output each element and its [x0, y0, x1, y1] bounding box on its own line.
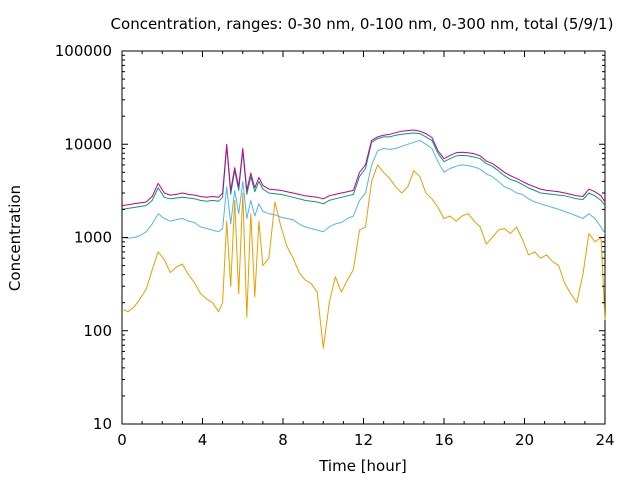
- y-tick-label: 1000: [74, 229, 112, 247]
- y-tick-label: 10: [93, 415, 112, 433]
- tick-layer: 0 4 8 12 16 20 24 10 100 1000 10000 100000: [55, 42, 615, 449]
- x-tick-label: 0: [117, 431, 127, 449]
- x-tick-label: 12: [354, 431, 373, 449]
- series-line-1: [121, 164, 606, 349]
- series-line-2: [121, 139, 606, 239]
- x-tick-label: 8: [278, 431, 288, 449]
- y-tick-label: 100: [83, 322, 112, 340]
- x-tick-label: 24: [595, 431, 614, 449]
- series-layer: [121, 129, 606, 349]
- y-axis-label: Concentration: [6, 185, 24, 291]
- x-tick-label: 4: [198, 431, 208, 449]
- plot-area: [121, 50, 606, 425]
- y-tick-label: 100000: [55, 42, 112, 60]
- x-axis-label: Time [hour]: [318, 457, 407, 475]
- x-tick-label: 16: [434, 431, 453, 449]
- series-line-3: [121, 132, 606, 210]
- chart-title: Concentration, ranges: 0-30 nm, 0-100 nm…: [111, 15, 614, 33]
- x-tick-label: 20: [515, 431, 534, 449]
- y-tick-label: 10000: [64, 135, 112, 153]
- series-line-4: [121, 129, 606, 207]
